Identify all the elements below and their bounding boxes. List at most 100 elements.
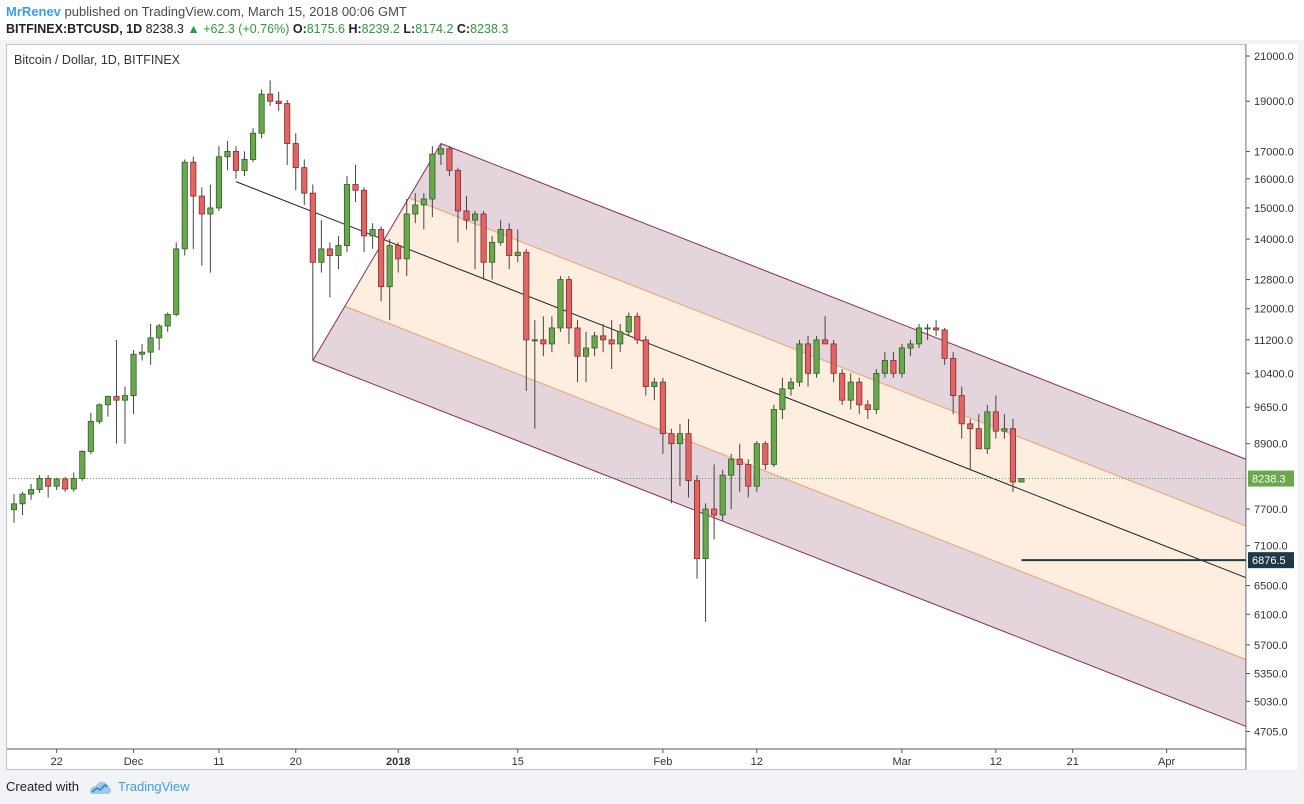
candle-up	[753, 443, 760, 487]
candle-down	[565, 279, 573, 329]
created-with-text: Created with	[6, 779, 79, 794]
candle-down	[933, 327, 940, 331]
candle-down	[642, 339, 649, 387]
candle-up	[719, 474, 726, 516]
candle-up	[96, 404, 103, 422]
price-tick-label: 19000.0	[1254, 96, 1294, 108]
symbol-label: BITFINEX:BTCUSD, 1D	[6, 22, 143, 36]
candle-up	[104, 396, 111, 406]
candle-down	[745, 464, 752, 487]
candle-down	[941, 329, 948, 359]
candle-up	[702, 508, 709, 560]
candle-down	[864, 404, 871, 410]
time-tick-label: 15	[512, 756, 524, 768]
candle-down	[967, 423, 974, 430]
price-tick-label: 7700.0	[1254, 504, 1288, 516]
candle-down	[992, 411, 999, 432]
candle-up	[728, 458, 735, 476]
tradingview-brand-link[interactable]: TradingView	[118, 779, 190, 794]
price-tick-label: 12000.0	[1254, 304, 1294, 316]
candle-down	[856, 381, 863, 406]
candle-down	[574, 327, 581, 357]
candle-down	[839, 372, 846, 401]
candle-down	[668, 433, 675, 445]
candle-up	[164, 313, 171, 327]
candle-down	[523, 251, 530, 341]
pitchfork-pivot-line	[312, 143, 442, 361]
candle-up	[207, 207, 214, 215]
close-value: 8238.3	[470, 22, 509, 36]
pitchfork-inner-lower-line	[344, 305, 1247, 661]
candle-up	[147, 337, 154, 353]
candle-up	[582, 347, 590, 357]
candle-up	[617, 331, 624, 345]
candle-up	[224, 151, 231, 158]
candle-up	[796, 343, 803, 383]
level-price-label: 6876.5	[1252, 555, 1286, 567]
candle-up	[489, 241, 496, 263]
candle-up	[770, 409, 777, 465]
candle-down	[950, 357, 957, 396]
candle-down	[1009, 428, 1016, 483]
pitchfork-inner-upper-line	[408, 197, 1247, 527]
candle-up	[1001, 428, 1008, 432]
candlestick-chart[interactable]: 21000.0 19000.0 17000.0 16000.0 15000.0 14000…	[6, 44, 1298, 770]
candle-up	[343, 184, 351, 246]
tradingview-logo-icon[interactable]	[88, 780, 112, 796]
candle-down	[608, 339, 615, 345]
candle-up	[335, 245, 342, 256]
footer: Created with TradingView	[0, 774, 1304, 804]
candle-down	[190, 161, 197, 197]
price-tick-label: 7100.0	[1254, 541, 1288, 553]
published-text: published on TradingView.com, March 15, …	[64, 4, 407, 19]
candle-up	[429, 153, 436, 200]
candle-down	[634, 315, 641, 341]
candle-up	[79, 450, 86, 479]
price-tick-label: 6100.0	[1254, 609, 1288, 621]
candle-up	[779, 388, 786, 410]
candle-up	[625, 315, 632, 333]
candle-down	[454, 170, 462, 212]
price-tick-label: 17000.0	[1254, 146, 1294, 158]
candle-down	[326, 248, 333, 256]
candle-down	[762, 443, 769, 465]
candle-down	[378, 229, 385, 288]
chart-area[interactable]: 21000.0 19000.0 17000.0 16000.0 15000.0 14000…	[6, 44, 1298, 770]
pitchfork-lower-line	[312, 360, 1247, 727]
candle-up	[497, 229, 504, 243]
candle-down	[352, 184, 359, 191]
candle-up	[873, 372, 880, 410]
candle-up	[70, 478, 77, 490]
high-value: 8239.2	[361, 22, 400, 36]
candle-down	[693, 480, 701, 560]
candle-up	[173, 248, 180, 315]
price-tick-label: 10400.0	[1254, 368, 1294, 380]
candle-down	[267, 93, 274, 102]
candle-up	[318, 248, 325, 263]
time-tick-label: 12	[751, 756, 763, 768]
price-tick-label: 5700.0	[1254, 640, 1288, 652]
candle-up	[215, 156, 222, 209]
candle-down	[736, 458, 743, 465]
candle-down	[958, 395, 965, 425]
candle-up	[258, 93, 265, 134]
candle-up	[369, 229, 376, 237]
price-tick-label: 8900.0	[1254, 439, 1288, 451]
price-tick-label: 9650.0	[1254, 402, 1288, 414]
candle-up	[386, 245, 393, 288]
candle-up	[36, 478, 43, 490]
candle-down	[975, 428, 982, 450]
candle-up	[472, 213, 479, 221]
candle-up	[241, 159, 248, 171]
candle-up	[676, 433, 684, 445]
candle-up	[420, 198, 427, 206]
price-tick-label: 5030.0	[1254, 696, 1288, 708]
candle-up	[531, 339, 538, 342]
candle-down	[480, 213, 487, 263]
candle-up	[651, 381, 658, 387]
candle-up	[121, 395, 129, 401]
low-value: 8174.2	[415, 22, 454, 36]
candle-down	[711, 508, 718, 516]
author-link[interactable]: MrRenev	[6, 4, 61, 19]
price-tick-label: 12800.0	[1254, 275, 1294, 287]
